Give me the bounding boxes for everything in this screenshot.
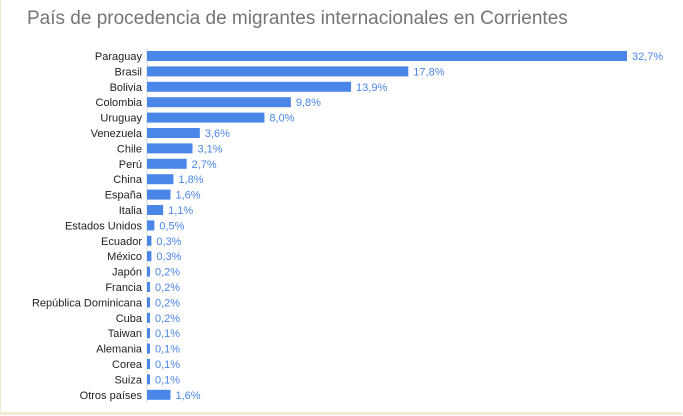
- value-label: 0,2%: [155, 297, 180, 309]
- bar: [147, 205, 164, 215]
- bar: [147, 189, 171, 200]
- category-label: Corea: [112, 359, 143, 371]
- category-label: Otros países: [80, 390, 143, 402]
- bar: [147, 343, 150, 354]
- category-label: Chile: [117, 143, 142, 155]
- category-label: Alemania: [96, 344, 143, 356]
- category-label: Perú: [119, 159, 142, 171]
- category-label: Bolivia: [110, 82, 143, 94]
- value-label: 1,8%: [178, 174, 203, 186]
- value-label: 0,2%: [155, 267, 180, 279]
- category-label: Paraguay: [95, 51, 143, 63]
- value-label: 1,6%: [175, 190, 200, 202]
- value-label: 0,2%: [155, 313, 180, 325]
- category-label: Venezuela: [91, 128, 143, 140]
- category-label: México: [107, 251, 142, 263]
- bar: [147, 66, 409, 77]
- value-label: 0,1%: [155, 359, 180, 371]
- category-label: España: [105, 190, 143, 202]
- bar: [147, 282, 150, 292]
- value-label: 1,1%: [168, 205, 193, 217]
- category-label: Ecuador: [101, 236, 142, 248]
- value-label: 8,0%: [269, 113, 294, 125]
- bar: [147, 174, 174, 185]
- bar: [147, 235, 152, 246]
- bar: [147, 97, 291, 108]
- value-label: 17,8%: [413, 66, 444, 78]
- category-label: Brasil: [114, 66, 142, 78]
- category-label: República Dominicana: [32, 297, 143, 309]
- category-label: Japón: [112, 267, 142, 279]
- value-label: 0,5%: [159, 220, 184, 232]
- value-label: 1,6%: [175, 390, 200, 402]
- category-label: Estados Unidos: [65, 220, 143, 232]
- category-label: Colombia: [96, 97, 143, 109]
- value-label: 9,8%: [296, 97, 321, 109]
- bar: [147, 251, 152, 262]
- bar: [147, 51, 627, 61]
- bar: [147, 328, 150, 339]
- bar: [147, 81, 352, 92]
- category-label: Francia: [105, 282, 143, 294]
- value-label: 0,2%: [155, 282, 180, 294]
- bar: [147, 158, 187, 169]
- category-label: China: [113, 174, 143, 186]
- category-label: Taiwan: [108, 328, 142, 340]
- bar: [147, 359, 150, 369]
- category-label: Suiza: [114, 374, 142, 386]
- value-label: 3,1%: [198, 143, 223, 155]
- bar: [147, 312, 150, 323]
- value-label: 2,7%: [192, 159, 217, 171]
- value-label: 32,7%: [632, 51, 663, 63]
- bar: [147, 374, 150, 385]
- value-label: 0,1%: [155, 374, 180, 386]
- value-label: 0,3%: [156, 236, 181, 248]
- bar: [147, 297, 150, 308]
- value-label: 0,1%: [155, 328, 180, 340]
- bar: [147, 220, 155, 231]
- bar: [147, 266, 150, 277]
- chart-title: País de procedencia de migrantes interna…: [27, 8, 568, 29]
- bar: [147, 112, 265, 123]
- bar: [147, 389, 171, 400]
- value-label: 3,6%: [205, 128, 230, 140]
- bar: [147, 128, 200, 138]
- bar: [147, 143, 193, 154]
- value-label: 0,1%: [155, 344, 180, 356]
- value-label: 13,9%: [356, 82, 387, 94]
- category-label: Italia: [119, 205, 143, 217]
- category-label: Uruguay: [100, 113, 142, 125]
- value-label: 0,3%: [156, 251, 181, 263]
- category-label: Cuba: [116, 313, 143, 325]
